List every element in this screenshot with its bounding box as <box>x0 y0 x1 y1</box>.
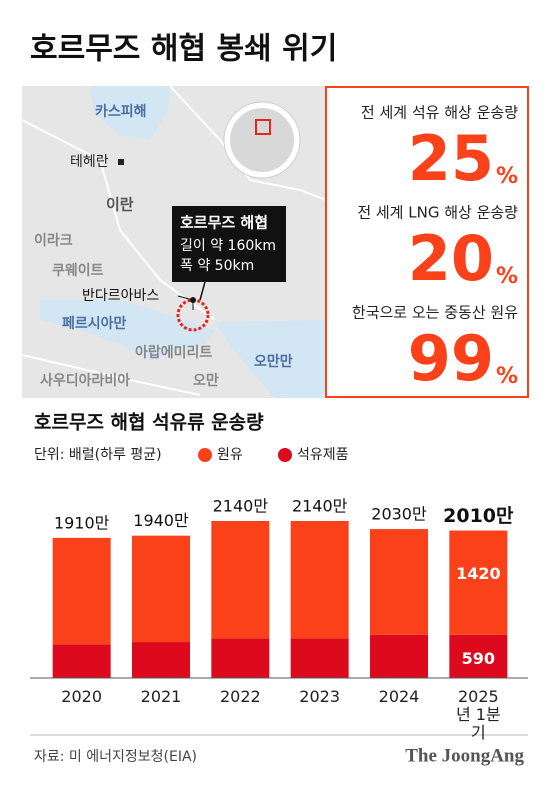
legend-label: 석유제품 <box>297 447 349 463</box>
city-dot <box>190 297 196 303</box>
x-tick-label: 2020 <box>61 687 103 706</box>
legend-swatch <box>278 448 292 462</box>
legend-label: 원유 <box>217 447 243 463</box>
stats-box <box>325 86 529 398</box>
globe-marker <box>255 119 271 135</box>
bar-segment <box>290 638 349 678</box>
map-label: 쿠웨이트 <box>52 262 104 279</box>
stat-label: 한국으로 오는 중동산 원유 <box>352 304 518 322</box>
bars: 1910만 1940만 2140만 2140만 2030만 590 1420 2010만 <box>52 497 514 678</box>
map-label: 오만 <box>193 373 219 389</box>
callout-pointer <box>199 281 206 301</box>
title: 호르무즈 해협 봉쇄 위기 <box>30 32 337 67</box>
total-label: 1940만 <box>133 511 189 530</box>
caspian <box>90 86 170 140</box>
bar-segment <box>290 521 349 639</box>
bar-segment <box>449 634 508 678</box>
x-tick-label: 2025년 1분기 <box>455 687 501 742</box>
segment-label: 1420 <box>456 564 501 583</box>
map: 카스피해 테헤란 이란 이라크 쿠웨이트 반다르아바스 페르시아만 아랍에미리트… <box>21 85 327 398</box>
bar-segment <box>370 529 428 635</box>
unit-label: 단위: 배럴(하루 평균) <box>34 447 162 463</box>
stat-unit: % <box>496 264 518 289</box>
bar-segment <box>52 644 111 678</box>
border <box>21 354 201 396</box>
gulf <box>40 300 215 360</box>
legend-swatch <box>198 448 212 462</box>
x-tick-label: 2023 <box>299 687 341 706</box>
bar-segment <box>211 638 270 678</box>
bar-segment <box>211 521 270 639</box>
city-dot <box>118 159 124 165</box>
map-label: 카스피해 <box>95 104 147 120</box>
map-label: 아랍에미리트 <box>135 344 212 361</box>
stat-value: 99 <box>408 322 494 395</box>
map-label: 반다르아바스 <box>82 288 159 304</box>
map-label: 오만만 <box>254 354 293 370</box>
bar-segment <box>370 634 428 678</box>
brand: The JoongAng <box>405 745 524 766</box>
map-label: 사우디아라비아 <box>40 372 130 389</box>
total-label: 2030만 <box>371 505 427 524</box>
stat-unit: % <box>496 364 518 389</box>
globe-land <box>230 108 294 172</box>
stat-label: 전 세계 석유 해상 운송량 <box>361 104 518 122</box>
gulf-oman <box>215 320 326 398</box>
x-tick-label: 2024 <box>378 687 420 706</box>
total-label: 2010만 <box>443 505 514 527</box>
callout-line: 길이 약 160km <box>180 238 276 254</box>
x-tick-label: 2021 <box>140 687 182 706</box>
bar-segment <box>132 535 190 643</box>
bar-segment <box>52 537 111 645</box>
border <box>169 85 327 201</box>
x-tick-label: 2022 <box>219 687 261 706</box>
legend: 원유 석유제품 <box>198 447 349 463</box>
map-label: 이란 <box>106 196 134 214</box>
map-label: 이라크 <box>34 232 73 249</box>
map-label: 페르시아만 <box>62 315 127 332</box>
map-label: 테헤란 <box>70 154 109 170</box>
bar-segment <box>449 530 508 635</box>
total-label: 2140만 <box>292 497 348 516</box>
callout <box>172 206 286 282</box>
bar-segment <box>132 642 190 678</box>
chart-title: 호르무즈 해협 석유류 운송량 <box>34 412 264 434</box>
stat-value: 25 <box>408 122 494 195</box>
stat-unit: % <box>496 164 518 189</box>
total-label: 1910만 <box>54 513 110 532</box>
segment-label: 590 <box>462 649 495 668</box>
callout-title: 호르무즈 해협 <box>180 214 268 232</box>
total-label: 2140만 <box>213 497 269 516</box>
stat-value: 20 <box>408 222 494 295</box>
stat-label: 전 세계 LNG 해상 운송량 <box>357 204 518 222</box>
source: 자료: 미 에너지정보청(EIA) <box>34 749 197 765</box>
callout-line: 폭 약 50km <box>180 258 254 274</box>
border <box>21 119 216 321</box>
